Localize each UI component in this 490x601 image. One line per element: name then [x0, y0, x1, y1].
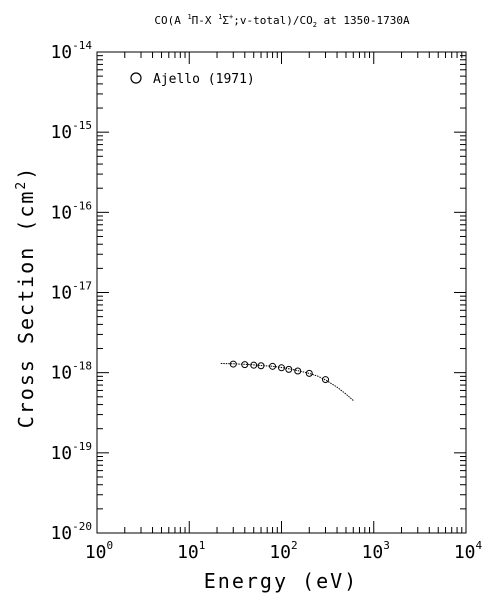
data-point: [257, 362, 265, 370]
x-axis-label: Energy (eV): [204, 569, 358, 593]
y-tick-label: 10-17: [50, 280, 92, 304]
y-tick-label: 10-14: [50, 39, 92, 63]
fit-line: [220, 363, 354, 401]
data-point: [241, 361, 249, 369]
x-tick-label: 101: [177, 539, 205, 563]
data-point: [229, 360, 237, 368]
data-point: [294, 367, 302, 375]
data-point: [250, 361, 258, 369]
y-tick-label: 10-16: [50, 199, 92, 223]
x-tick-label: 104: [454, 539, 483, 563]
legend-label: Ajello (1971): [153, 72, 255, 87]
data-point: [278, 364, 285, 372]
legend-marker-open-circle: [130, 72, 142, 84]
y-tick-label: 10-15: [50, 119, 92, 143]
y-tick-label: 10-18: [50, 360, 92, 384]
fit-line-series: [220, 363, 354, 401]
x-axis-tick-labels: 100 101 102 103 104: [85, 539, 483, 563]
y-tick-label: 10-19: [50, 440, 92, 464]
data-point: [269, 362, 277, 370]
x-tick-label: 102: [269, 539, 297, 563]
plot-frame: [96, 51, 467, 534]
x-tick-label: 103: [362, 539, 390, 563]
x-tick-label: 100: [85, 539, 113, 563]
y-tick-label: 10-20: [50, 520, 92, 544]
y-axis-label: Cross Section (cm2): [14, 166, 38, 429]
axis-ticks: [96, 51, 467, 534]
legend: Ajello (1971): [130, 72, 255, 87]
chart-title: CO(A 1Π-X 1Σ+;v-total)/CO2 at 1350-1730A: [154, 13, 410, 29]
data-points: [229, 360, 330, 384]
data-point: [322, 376, 330, 384]
y-axis-tick-labels: 10-14 10-15 10-16 10-17 10-18 10-19 10-20: [50, 39, 92, 544]
data-point: [285, 365, 293, 373]
data-point: [305, 369, 313, 377]
